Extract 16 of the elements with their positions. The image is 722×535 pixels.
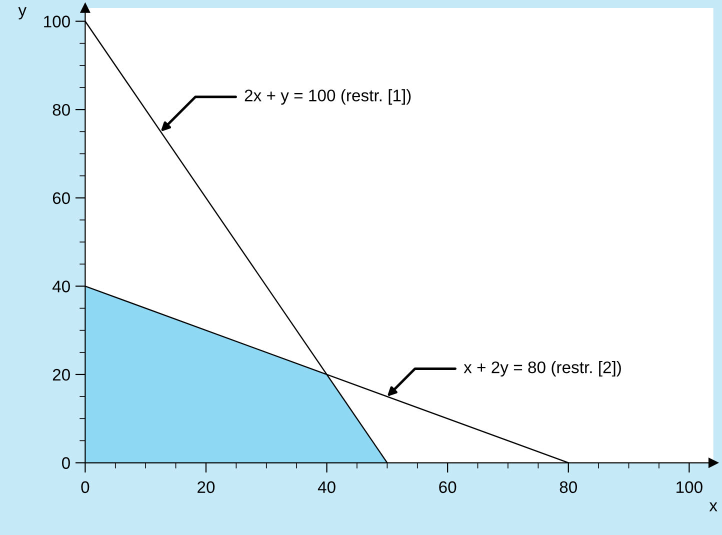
y-tick-label: 80	[52, 104, 70, 116]
annotation: x + 2y = 80 (restr. [2])	[464, 361, 621, 377]
annotation: 2x + y = 100 (restr. [1])	[244, 89, 411, 105]
x-tick-label: 0	[81, 481, 90, 494]
x-tick-label: 80	[560, 481, 577, 494]
x-tick-label: 20	[198, 481, 215, 494]
y-tick-label: 100	[44, 16, 70, 28]
y-tick-label: 0	[62, 457, 70, 469]
x-tick-label: 60	[439, 481, 456, 494]
y-tick-label: 60	[52, 192, 70, 204]
y-axis-title: y	[18, 7, 27, 20]
y-tick-label: 40	[52, 280, 70, 292]
x-tick-label: 100	[676, 481, 702, 494]
x-axis-title: x	[709, 502, 718, 512]
y-tick-label: 20	[52, 368, 70, 381]
x-tick-label: 40	[318, 481, 336, 494]
